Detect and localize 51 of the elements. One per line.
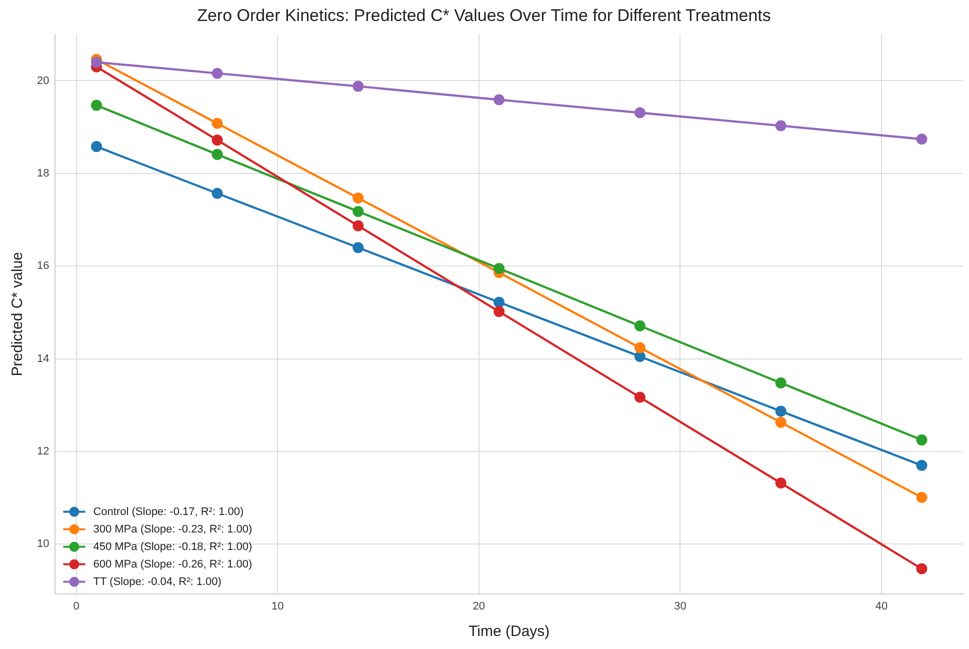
point (634, 107, 646, 118)
y-tick-label: 20 (36, 74, 50, 87)
legend-label: 300 MPa (Slope: -0.23, R²: 1.00) (93, 523, 252, 536)
point (352, 220, 364, 232)
point (916, 434, 928, 446)
legend-label: 450 MPa (Slope: -0.18, R²: 1.00) (93, 540, 252, 553)
y-tick-label: 12 (36, 446, 50, 458)
point (916, 460, 928, 471)
legend-label: Control (Slope: -0.17, R²: 1.00) (93, 506, 244, 518)
point (775, 416, 786, 428)
point (352, 192, 364, 204)
x-axis-title: Time (Days) (468, 623, 550, 640)
point (634, 342, 646, 354)
point (352, 206, 364, 217)
point (775, 120, 786, 132)
legend-label: 600 MPa (Slope: -0.26, R²: 1.00) (93, 558, 252, 570)
point (494, 296, 505, 308)
point (916, 563, 928, 574)
legend-label: TT (Slope: -0.04, R²: 1.00) (93, 576, 222, 588)
chart-title: Zero Order Kinetics: Predicted C* Values Over Time for Different Treatments (197, 6, 771, 25)
y-tick-label: 10 (36, 538, 50, 550)
point (916, 492, 928, 503)
point (494, 306, 505, 318)
x-tick-label: 40 (875, 600, 888, 612)
point (212, 118, 223, 129)
point (634, 320, 646, 332)
point (775, 478, 786, 489)
x-tick-label: 30 (674, 600, 686, 612)
point (916, 134, 928, 145)
y-axis-title: Predicted C* value (9, 252, 26, 376)
x-tick-label: 0 (73, 600, 80, 612)
point (91, 56, 102, 68)
point (634, 351, 646, 362)
point (212, 134, 223, 146)
x-tick-label: 10 (272, 600, 284, 612)
point (212, 188, 223, 199)
point (352, 80, 364, 92)
y-tick-label: 18 (36, 167, 50, 180)
point (212, 148, 223, 160)
y-tick-label: 16 (36, 260, 50, 272)
point (494, 94, 505, 106)
point (212, 68, 223, 79)
x-tick-label: 20 (472, 600, 486, 612)
point (91, 141, 102, 152)
point (775, 377, 786, 388)
point (352, 242, 364, 254)
point (91, 100, 102, 111)
point (775, 406, 786, 417)
point (494, 262, 505, 274)
point (634, 392, 646, 403)
y-tick-label: 14 (36, 352, 50, 365)
